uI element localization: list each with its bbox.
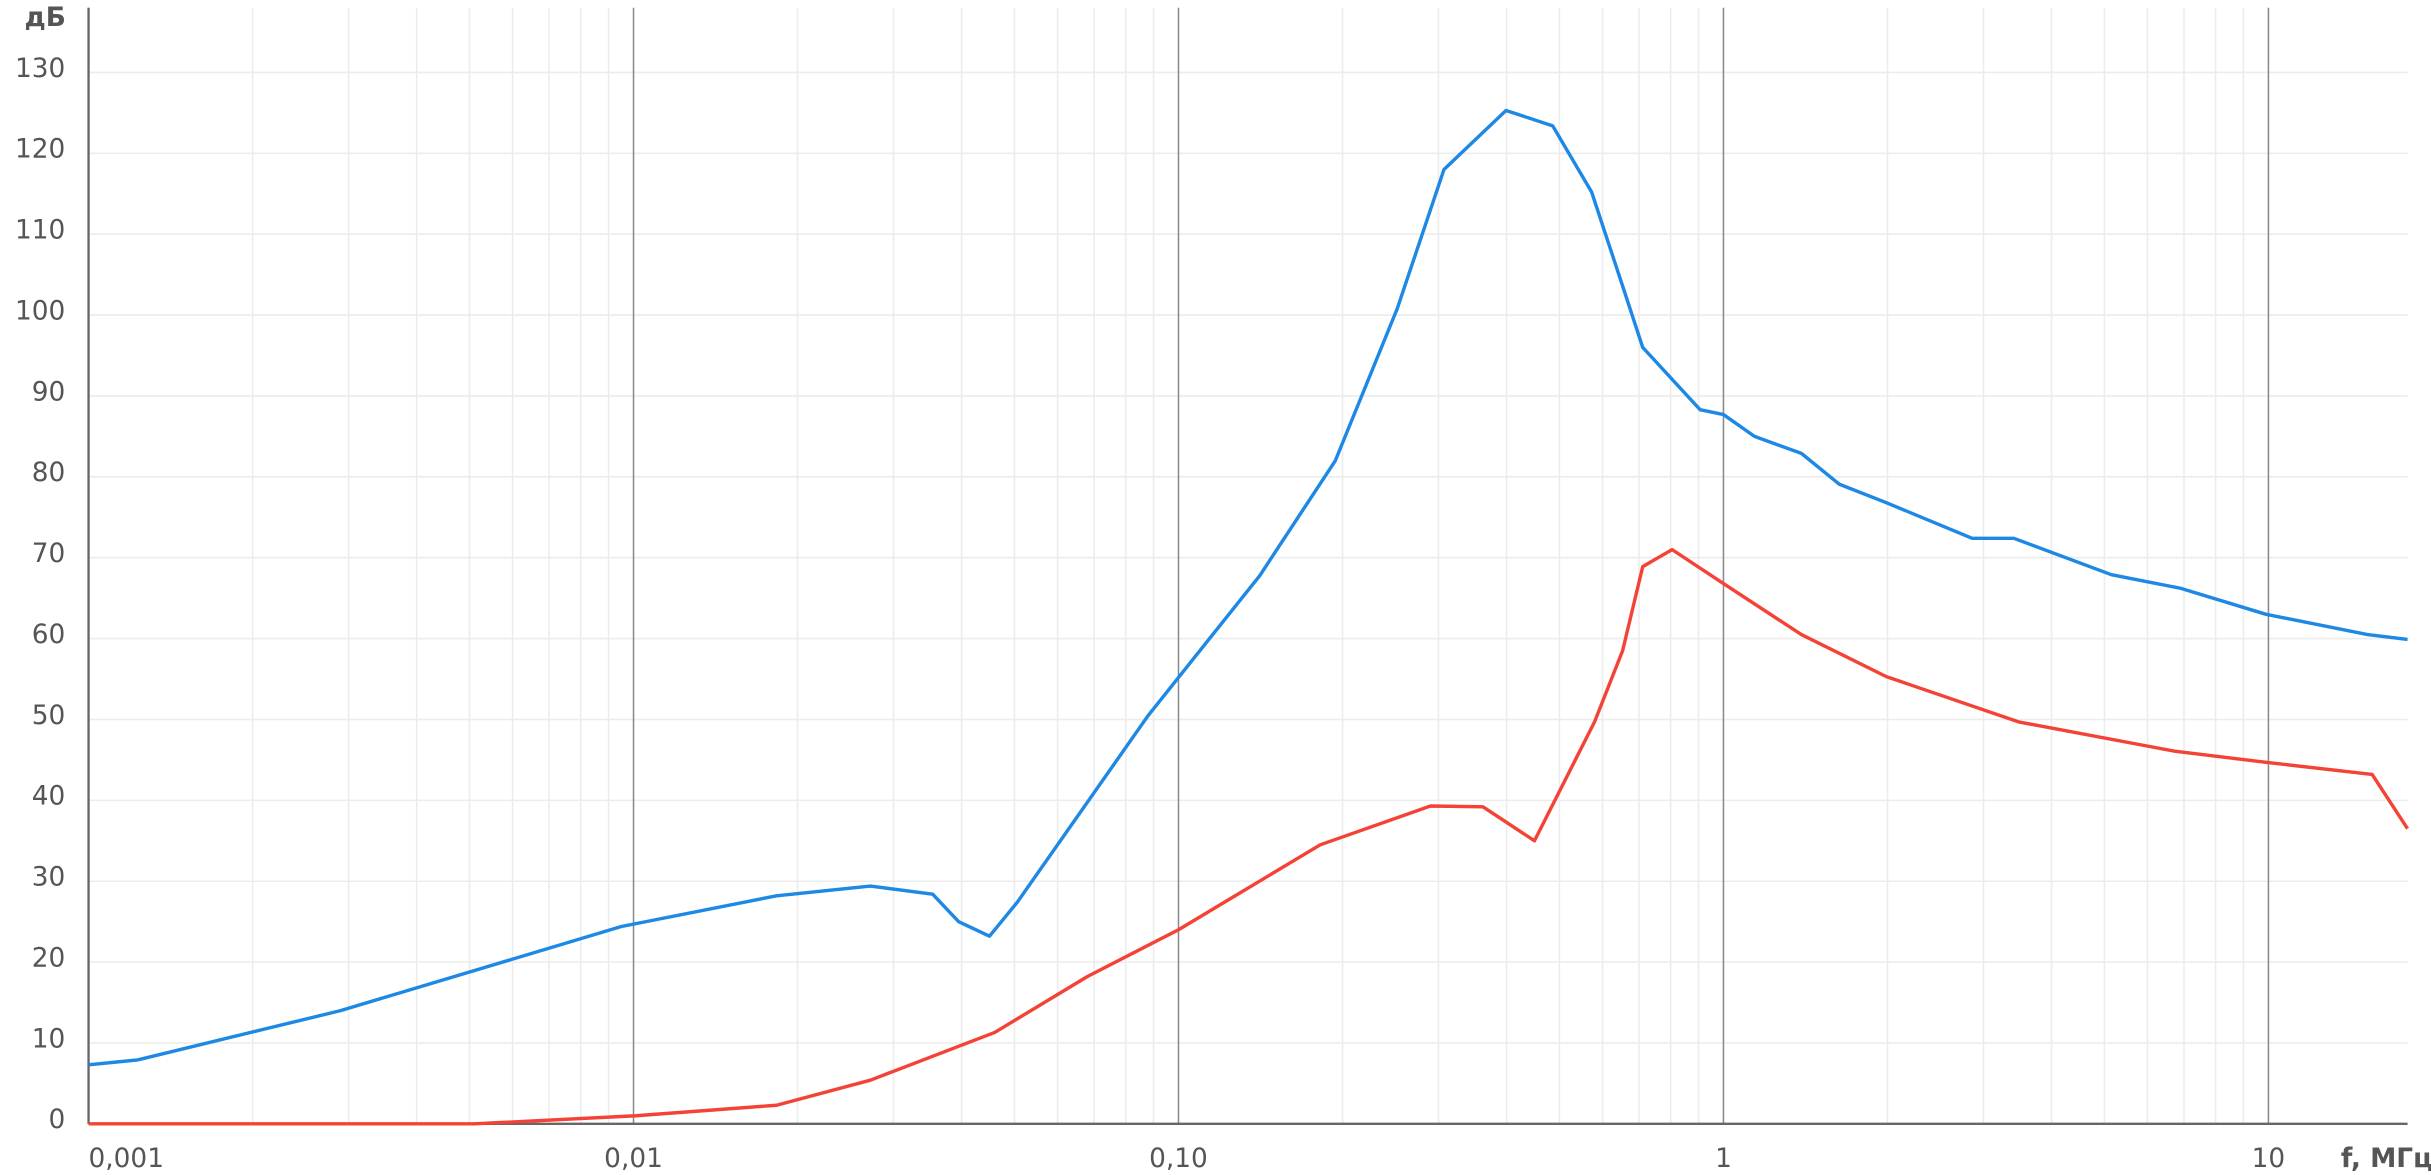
x-tick-label: 1 [1715,1144,1732,1174]
x-tick-label: 0,10 [1149,1144,1208,1174]
y-axis-label: дБ [24,3,65,33]
y-tick-label: 40 [32,782,66,812]
x-axis-label: f, МГц [2341,1144,2431,1174]
x-tick-label: 10 [2252,1144,2286,1174]
y-tick-label: 80 [32,458,66,488]
data-line [88,547,2409,1126]
y-tick-label: 90 [32,377,66,407]
y-tick-label: 0 [49,1105,66,1135]
grid [87,7,2408,1125]
y-tick-label: 130 [15,54,65,84]
y-tick-label: 10 [32,1024,66,1054]
y-tick-label: 20 [32,943,66,973]
x-tick-label: 0,001 [89,1144,164,1174]
y-tick-label: 110 [15,216,65,246]
y-tick-label: 50 [32,701,66,731]
y-tick-label: 70 [32,539,66,569]
x-tick-label: 0,01 [604,1144,663,1174]
y-tick-label: 30 [32,863,66,893]
y-tick-label: 100 [15,296,65,326]
data-line [88,108,2408,1067]
y-tick-label: 60 [32,620,66,650]
y-tick-label: 120 [15,135,65,165]
